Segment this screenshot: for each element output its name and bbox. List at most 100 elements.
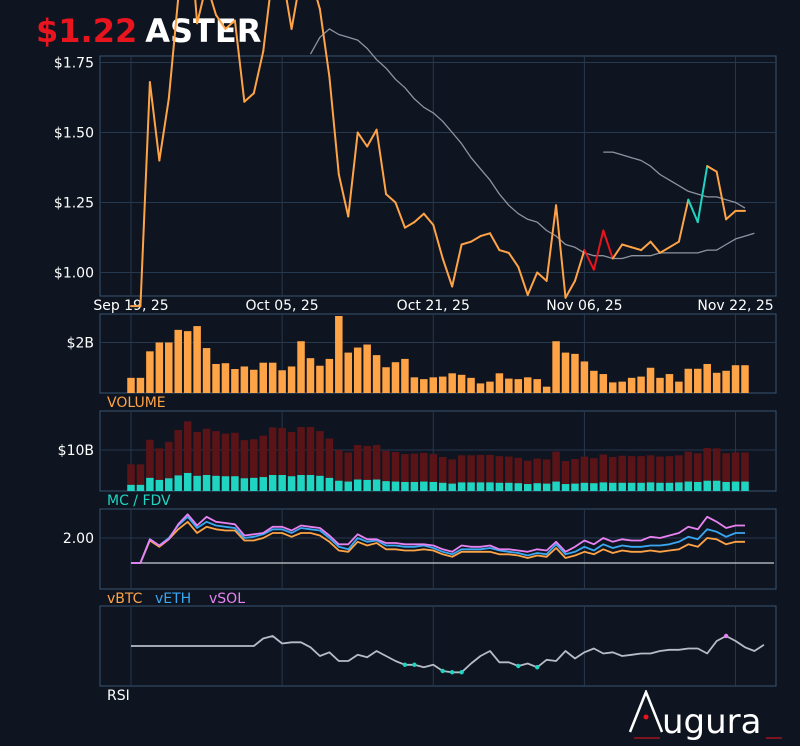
- fdv-bar: [382, 450, 390, 491]
- mc-bar: [448, 483, 456, 491]
- mc-bar: [505, 482, 513, 491]
- mc-bar: [410, 481, 419, 491]
- volume-bar: [514, 379, 523, 393]
- price-line-segment: [545, 204, 558, 282]
- mc-bar: [627, 482, 636, 491]
- volume-y-tick-label: $2B: [67, 336, 94, 352]
- mc-bar: [495, 482, 504, 491]
- price-line-segment: [706, 165, 718, 173]
- volume-bar: [297, 341, 305, 393]
- mc-bar: [372, 479, 381, 491]
- mc-bar: [353, 479, 362, 491]
- mc-bar: [240, 478, 249, 491]
- fdv-bar: [722, 453, 730, 491]
- price-line-segment: [621, 243, 633, 249]
- fdv-bar: [448, 459, 456, 491]
- mc-bar: [741, 481, 749, 491]
- mc-bar: [316, 475, 324, 491]
- volume-bar: [410, 377, 419, 393]
- fdv-bar: [457, 455, 466, 491]
- fdv-bar: [353, 445, 362, 491]
- panel-frame: [99, 508, 777, 590]
- y-tick-label: $1.00: [54, 266, 94, 282]
- fdv-bar: [410, 453, 419, 491]
- volume-bar: [448, 373, 456, 393]
- augura-logo: ugura: [628, 688, 788, 746]
- fdv-bar: [183, 421, 192, 491]
- rsi-oversold-marker: [412, 662, 417, 667]
- rsi-panel-label: RSI: [107, 688, 130, 704]
- header-title: $1.22 ASTER: [36, 12, 261, 50]
- mc-bar: [675, 482, 683, 491]
- price-line-segment: [316, 0, 321, 11]
- price-line-segment: [573, 249, 586, 282]
- mc-bar: [731, 481, 740, 491]
- mc-bar: [665, 482, 674, 491]
- mc-bar: [457, 482, 466, 491]
- mc-bar: [202, 475, 211, 491]
- mc-bar: [656, 482, 664, 491]
- y-tick-label: $2.00: [54, 0, 94, 2]
- volume-bar: [287, 366, 296, 393]
- price-line-segment: [536, 271, 548, 282]
- volume-bar: [165, 342, 173, 393]
- volume-bar: [202, 348, 211, 393]
- fdv-bar: [741, 452, 749, 491]
- price-line-segment: [649, 240, 661, 254]
- rsi-oversold-marker: [516, 663, 521, 669]
- volume-bar: [599, 374, 608, 393]
- volume-bar: [731, 365, 740, 393]
- price-line-segment: [517, 265, 529, 296]
- fdv-bar: [335, 450, 343, 491]
- mc-bar: [268, 475, 277, 491]
- fdv-bar: [250, 439, 258, 491]
- fdv-bar: [523, 460, 532, 491]
- price-line-segment: [451, 243, 463, 288]
- price-line-segment: [677, 198, 690, 243]
- mc-bar: [297, 475, 305, 491]
- mc-bar: [287, 476, 296, 491]
- mc-bar: [401, 481, 409, 491]
- fdv-bar: [127, 464, 135, 491]
- volume-bar: [571, 353, 579, 393]
- fdv-bar: [599, 454, 608, 491]
- fdv-bar: [684, 451, 693, 491]
- fdv-bar: [231, 432, 239, 491]
- fdv-bar: [571, 459, 579, 491]
- volume-bar: [722, 370, 730, 393]
- price-line-segment: [602, 229, 614, 260]
- price-line-segment: [592, 229, 605, 271]
- price-line-segment: [630, 246, 643, 252]
- mc-bar: [467, 482, 475, 491]
- rsi-line: [131, 635, 765, 674]
- vbtc-legend-label: vBTC: [107, 591, 143, 607]
- volume-bar: [353, 347, 362, 393]
- volume-panel-label: VOLUME: [107, 395, 166, 411]
- augura-a-logo-icon: ugura: [628, 688, 782, 742]
- mc-bar: [571, 483, 579, 491]
- fdv-bar: [467, 455, 475, 491]
- volume-bar: [391, 362, 400, 393]
- price-line-segment: [243, 92, 255, 103]
- fdv-bar: [306, 427, 315, 491]
- volume-bar: [344, 352, 353, 393]
- price-line-segment: [403, 221, 416, 229]
- mc-bar: [694, 481, 702, 491]
- mc-bar: [363, 479, 371, 491]
- volume-bar: [146, 351, 154, 393]
- price-line-segment: [262, 0, 271, 53]
- volume-bar: [533, 379, 541, 393]
- fdv-bar: [401, 454, 409, 491]
- fdv-bar: [278, 427, 286, 491]
- mc-bar: [278, 475, 286, 491]
- fdv-bar: [212, 431, 220, 491]
- price-line-segment: [715, 170, 728, 221]
- y-tick-label: $1.75: [54, 56, 94, 72]
- fdv-bar: [561, 461, 570, 491]
- volume-bar: [259, 362, 267, 393]
- volume-bar: [486, 381, 494, 393]
- y-tick-label: $1.50: [54, 126, 94, 142]
- fdv-bar: [316, 431, 324, 491]
- fdv-bar: [542, 459, 551, 491]
- x-tick-label: Nov 06, 25: [546, 298, 622, 314]
